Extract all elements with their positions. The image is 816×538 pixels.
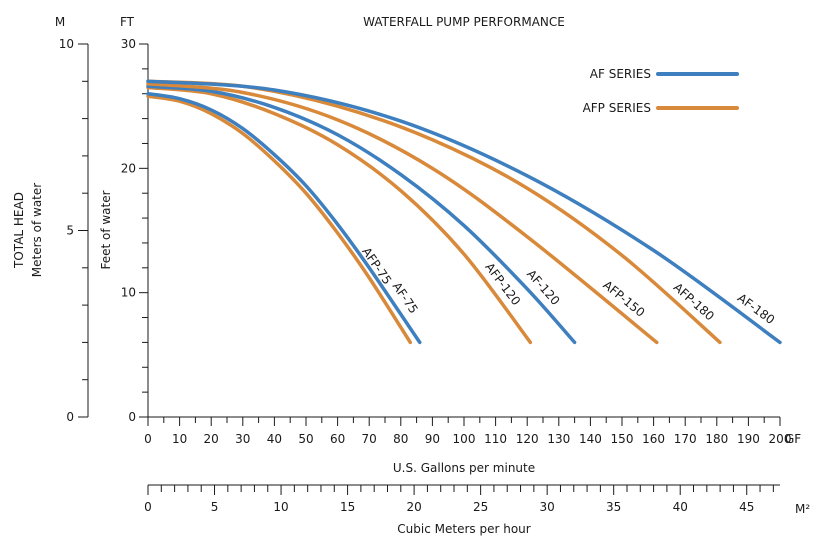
x2-axis-title: Cubic Meters per hour [397, 522, 530, 536]
x2-tick-label: 15 [340, 500, 355, 514]
x-tick-label: 120 [516, 432, 539, 446]
y-unit-label: FT [120, 15, 135, 29]
x-tick-label: 20 [204, 432, 219, 446]
x-tick-label: 0 [144, 432, 152, 446]
curve-label-af-180: AF-180 [735, 291, 777, 327]
x-tick-label: 10 [172, 432, 187, 446]
curve-label-af-120: AF-120 [524, 267, 563, 308]
y-tick-label: 0 [128, 410, 136, 424]
y-tick-label: 20 [121, 161, 136, 175]
series-line-af-75 [146, 91, 422, 345]
x-tick-label: 200 [769, 432, 792, 446]
y2-tick-label: 10 [59, 37, 74, 51]
x2-tick-label: 25 [473, 500, 488, 514]
x-tick-label: 40 [267, 432, 282, 446]
x-tick-label: 30 [235, 432, 250, 446]
y2-axis-title: TOTAL HEAD [12, 192, 26, 269]
x-tick-label: 190 [737, 432, 760, 446]
series-line-afp-75 [146, 94, 413, 345]
x-tick-label: 150 [611, 432, 634, 446]
series-line-afp-150 [146, 82, 659, 345]
series-line-afp-120 [146, 85, 533, 345]
x-tick-label: 160 [642, 432, 665, 446]
legend: AF SERIES AFP SERIES [583, 67, 739, 115]
x2-unit-label: M² [795, 502, 810, 516]
x2-tick-label: 20 [406, 500, 421, 514]
legend-label: AF SERIES [590, 67, 651, 81]
x-tick-label: 180 [705, 432, 728, 446]
x-tick-label: 80 [393, 432, 408, 446]
curves-group [146, 79, 782, 345]
y-tick-label: 10 [121, 286, 136, 300]
x-unit-label: GF [785, 432, 801, 446]
x2-tick-label: 30 [540, 500, 555, 514]
x-tick-label: 90 [425, 432, 440, 446]
x2-tick-label: 10 [273, 500, 288, 514]
x2-tick-label: 5 [211, 500, 219, 514]
x-tick-label: 100 [453, 432, 476, 446]
y2-tick-label: 5 [66, 224, 74, 238]
curve-label-af-75: AF-75 [390, 280, 421, 317]
x2-tick-label: 35 [606, 500, 621, 514]
y-axis-title: Feet of water [99, 190, 113, 269]
x2-tick-label: 45 [739, 500, 754, 514]
y2-axis-subtitle: Meters of water [30, 183, 44, 277]
x-tick-label: 110 [484, 432, 507, 446]
x-tick-label: 170 [674, 432, 697, 446]
x-tick-label: 140 [579, 432, 602, 446]
x-axis-title: U.S. Gallons per minute [393, 461, 535, 475]
x-tick-label: 50 [298, 432, 313, 446]
chart-title: WATERFALL PUMP PERFORMANCE [363, 15, 565, 29]
x-tick-label: 60 [330, 432, 345, 446]
x2-tick-label: 0 [144, 500, 152, 514]
x2-tick-label: 40 [673, 500, 688, 514]
x-tick-label: 70 [362, 432, 377, 446]
series-line-af-120 [146, 84, 577, 345]
x-tick-label: 130 [547, 432, 570, 446]
y2-tick-label: 0 [66, 410, 74, 424]
y-tick-label: 30 [121, 37, 136, 51]
series-line-af-180 [146, 79, 782, 345]
legend-label: AFP SERIES [583, 101, 651, 115]
y2-unit-label: M [55, 15, 65, 29]
